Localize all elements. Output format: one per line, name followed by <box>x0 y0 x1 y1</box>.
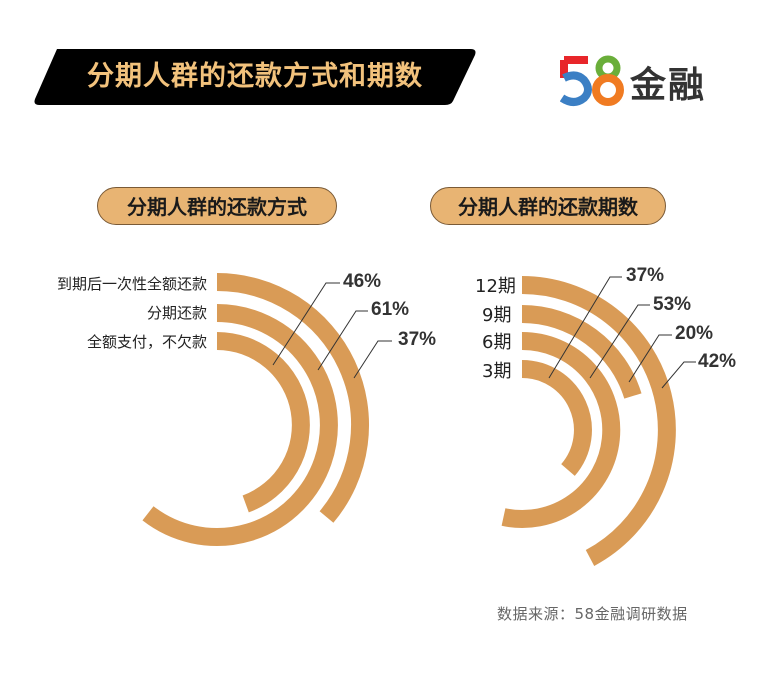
value-label: 61% <box>371 299 410 320</box>
category-label: 3期 <box>482 361 512 382</box>
page-title: 分期人群的还款方式和期数 <box>87 61 423 92</box>
banner-background <box>34 49 476 105</box>
title-banner: 分期人群的还款方式和期数 <box>33 49 477 105</box>
left-chart-title: 分期人群的还款方式 <box>97 187 337 225</box>
category-label: 12期 <box>475 276 516 297</box>
left-arc-full-payment <box>216 332 310 513</box>
right-arc-12 <box>521 276 676 566</box>
leader-line <box>589 304 650 379</box>
right-arc-9 <box>521 305 642 399</box>
leader-line <box>661 361 696 389</box>
left-arc-lump-sum-later <box>216 273 370 523</box>
left-arc-installment <box>142 304 338 546</box>
logo: 金融 <box>559 52 740 108</box>
category-label: 6期 <box>482 332 512 353</box>
value-label: 20% <box>675 323 714 344</box>
data-source: 数据来源：58金融调研数据 <box>497 605 688 623</box>
logo-text: 金融 <box>630 65 707 106</box>
leader-line <box>548 276 622 379</box>
value-label: 46% <box>343 271 382 292</box>
value-label: 37% <box>398 329 437 350</box>
right-arc-6 <box>501 331 621 528</box>
value-label: 37% <box>626 265 665 286</box>
leader-line <box>353 340 392 379</box>
right-chart-title: 分期人群的还款期数 <box>430 187 666 225</box>
category-label: 到期后一次性全额还款 <box>56 275 207 293</box>
logo-58-icon <box>559 55 624 106</box>
leader-line <box>272 282 340 366</box>
leader-line <box>317 310 368 371</box>
category-label: 分期还款 <box>146 304 207 322</box>
right-arc-3 <box>521 360 592 476</box>
leader-line <box>628 334 672 383</box>
category-label: 9期 <box>482 305 512 326</box>
value-label: 53% <box>653 294 692 315</box>
category-label: 全额支付，不欠款 <box>86 333 207 351</box>
value-label: 42% <box>698 351 737 372</box>
